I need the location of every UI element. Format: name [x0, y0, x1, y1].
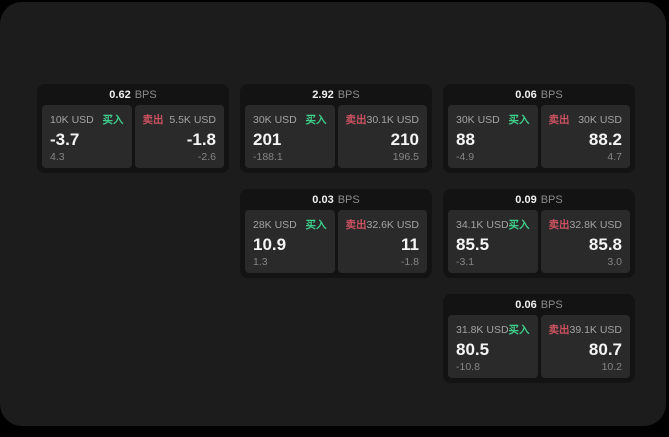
buy-panel[interactable]: 30K USD 买入 201 -188.1	[245, 105, 335, 168]
buy-amount: 34.1K USD	[456, 218, 509, 231]
buy-label: 买入	[102, 114, 124, 126]
sell-change: -1.8	[400, 256, 419, 268]
quote-card: 0.03 BPS 28K USD 买入 10.9 1.3 卖出 32.6K US…	[240, 189, 432, 278]
buy-panel[interactable]: 30K USD 买入 88 -4.9	[448, 105, 538, 168]
app-window: 0.62 BPS 10K USD 买入 -3.7 4.3 卖出 5.5K USD…	[0, 2, 666, 426]
buy-panel[interactable]: 34.1K USD 买入 85.5 -3.1	[448, 210, 538, 273]
buy-amount: 28K USD	[253, 218, 297, 231]
buy-price: 201	[253, 130, 282, 149]
quote-card: 0.06 BPS 31.8K USD 买入 80.5 -10.8 卖出 39.1…	[443, 294, 635, 383]
buy-amount: 10K USD	[50, 113, 94, 126]
sell-panel[interactable]: 卖出 32.6K USD 11 -1.8	[337, 210, 427, 273]
sell-amount: 39.1K USD	[569, 323, 623, 336]
buy-change: -188.1	[253, 151, 283, 163]
spread-header: 0.62 BPS	[42, 84, 224, 105]
sell-change: 10.2	[601, 361, 622, 373]
sell-change: 3.0	[607, 256, 622, 268]
spread-value: 2.92	[312, 88, 334, 101]
sell-price: -1.8	[186, 130, 216, 149]
buy-change: -10.8	[456, 361, 480, 373]
sell-price: 11	[401, 235, 419, 254]
sell-change: 4.7	[607, 151, 622, 163]
quote-card: 2.92 BPS 30K USD 买入 201 -188.1 卖出 30.1K …	[240, 84, 432, 173]
sell-label: 卖出	[548, 114, 570, 126]
spread-header: 0.06 BPS	[448, 294, 630, 315]
spread-value: 0.09	[515, 193, 537, 206]
buy-panel[interactable]: 31.8K USD 买入 80.5 -10.8	[448, 315, 538, 378]
sell-panel[interactable]: 卖出 39.1K USD 80.7 10.2	[540, 315, 630, 378]
buy-price: 88	[456, 130, 475, 149]
sell-label: 卖出	[548, 324, 570, 336]
sell-amount: 32.6K USD	[366, 218, 420, 231]
spread-value: 0.06	[515, 298, 537, 311]
spread-unit: BPS	[540, 193, 563, 206]
sell-price: 210	[390, 130, 419, 149]
sell-label: 卖出	[548, 219, 570, 231]
buy-label: 买入	[508, 324, 530, 336]
buy-label: 买入	[305, 114, 327, 126]
sell-label: 卖出	[345, 114, 367, 126]
buy-amount: 30K USD	[456, 113, 500, 126]
buy-panel[interactable]: 28K USD 买入 10.9 1.3	[245, 210, 335, 273]
buy-price: 10.9	[253, 235, 287, 254]
spread-unit: BPS	[134, 88, 157, 101]
spread-value: 0.06	[515, 88, 537, 101]
quote-card: 0.62 BPS 10K USD 买入 -3.7 4.3 卖出 5.5K USD…	[37, 84, 229, 173]
buy-price: 85.5	[456, 235, 490, 254]
sell-label: 卖出	[142, 114, 164, 126]
sell-price: 88.2	[588, 130, 622, 149]
spread-unit: BPS	[337, 88, 360, 101]
spread-unit: BPS	[337, 193, 360, 206]
sell-panel[interactable]: 卖出 32.8K USD 85.8 3.0	[540, 210, 630, 273]
buy-label: 买入	[305, 219, 327, 231]
buy-amount: 31.8K USD	[456, 323, 509, 336]
sell-panel[interactable]: 卖出 30K USD 88.2 4.7	[540, 105, 630, 168]
sell-change: -2.6	[197, 151, 216, 163]
buy-amount: 30K USD	[253, 113, 297, 126]
buy-label: 买入	[508, 114, 530, 126]
spread-header: 0.09 BPS	[448, 189, 630, 210]
spread-header: 0.03 BPS	[245, 189, 427, 210]
sell-amount: 30.1K USD	[366, 113, 420, 126]
buy-label: 买入	[508, 219, 530, 231]
spread-header: 2.92 BPS	[245, 84, 427, 105]
sell-panel[interactable]: 卖出 30.1K USD 210 196.5	[337, 105, 427, 168]
buy-price: 80.5	[456, 340, 490, 359]
spread-header: 0.06 BPS	[448, 84, 630, 105]
sell-amount: 5.5K USD	[169, 113, 216, 126]
spread-unit: BPS	[540, 88, 563, 101]
sell-amount: 30K USD	[578, 113, 622, 126]
spread-unit: BPS	[540, 298, 563, 311]
buy-change: -4.9	[456, 151, 475, 163]
buy-change: 1.3	[253, 256, 268, 268]
spread-value: 0.62	[109, 88, 131, 101]
sell-panel[interactable]: 卖出 5.5K USD -1.8 -2.6	[134, 105, 224, 168]
buy-change: -3.1	[456, 256, 475, 268]
spread-value: 0.03	[312, 193, 334, 206]
buy-panel[interactable]: 10K USD 买入 -3.7 4.3	[42, 105, 132, 168]
sell-label: 卖出	[345, 219, 367, 231]
buy-price: -3.7	[50, 130, 80, 149]
buy-change: 4.3	[50, 151, 65, 163]
sell-price: 80.7	[588, 340, 622, 359]
sell-change: 196.5	[392, 151, 419, 163]
quote-card: 0.06 BPS 30K USD 买入 88 -4.9 卖出 30K USD 8…	[443, 84, 635, 173]
sell-amount: 32.8K USD	[569, 218, 623, 231]
quote-card: 0.09 BPS 34.1K USD 买入 85.5 -3.1 卖出 32.8K…	[443, 189, 635, 278]
sell-price: 85.8	[588, 235, 622, 254]
